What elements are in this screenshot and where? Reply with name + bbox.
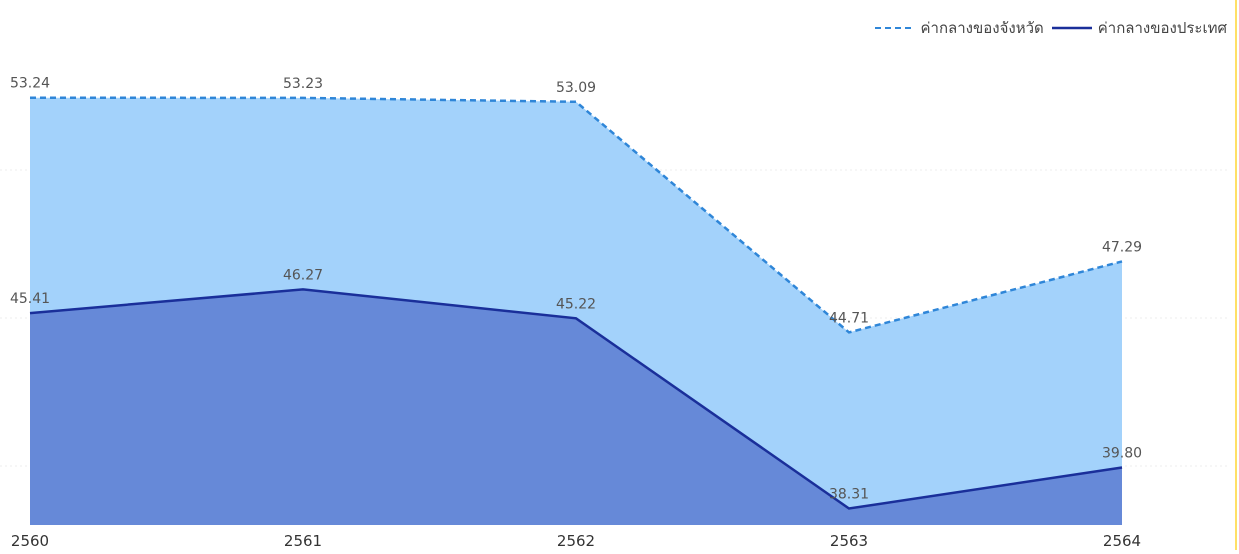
series-line-0[interactable] <box>29 96 1123 334</box>
data-label-series-0-3: 44.71 <box>829 310 869 326</box>
solid-line-swatch-icon <box>1051 26 1092 30</box>
legend-item-country[interactable]: ค่ากลางของประเทศ <box>1051 16 1227 40</box>
x-tick-label-1: 2561 <box>284 532 322 550</box>
data-label-series-0-1: 53.23 <box>283 76 323 92</box>
legend-item-province[interactable]: ค่ากลางของจังหวัด <box>874 16 1044 40</box>
data-label-series-1-2: 45.22 <box>556 296 596 312</box>
data-label-series-1-3: 38.31 <box>829 486 869 502</box>
x-tick-label-4: 2564 <box>1103 532 1141 550</box>
data-label-series-0-4: 47.29 <box>1102 239 1142 255</box>
data-label-series-1-1: 46.27 <box>283 267 323 283</box>
panel-border <box>1235 0 1237 550</box>
x-tick-label-2: 2562 <box>557 532 595 550</box>
area-fill-series-1 <box>30 289 1122 525</box>
x-tick-label-0: 2560 <box>11 532 49 550</box>
x-tick-label-3: 2563 <box>830 532 868 550</box>
data-label-series-0-0: 53.24 <box>10 76 50 92</box>
data-label-series-1-4: 39.80 <box>1102 445 1142 461</box>
series-line-1[interactable] <box>29 288 1123 510</box>
chart-legend: ค่ากลางของจังหวัด ค่ากลางของประเทศ <box>874 16 1227 40</box>
dashed-line-swatch-icon <box>874 27 915 29</box>
legend-label-province: ค่ากลางของจังหวัด <box>920 19 1044 37</box>
legend-label-country: ค่ากลางของประเทศ <box>1097 19 1227 37</box>
data-label-series-0-2: 53.09 <box>556 80 596 96</box>
data-label-series-1-0: 45.41 <box>10 291 50 307</box>
